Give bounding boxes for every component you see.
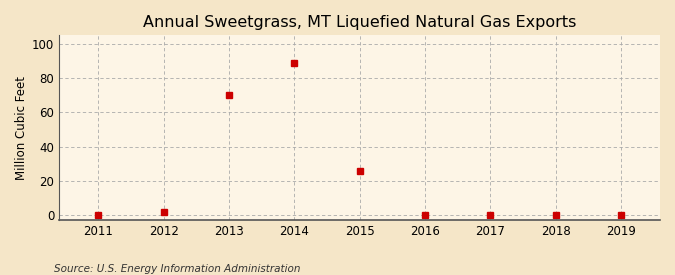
Y-axis label: Million Cubic Feet: Million Cubic Feet	[15, 76, 28, 180]
Title: Annual Sweetgrass, MT Liquefied Natural Gas Exports: Annual Sweetgrass, MT Liquefied Natural …	[143, 15, 576, 30]
Text: Source: U.S. Energy Information Administration: Source: U.S. Energy Information Administ…	[54, 264, 300, 274]
